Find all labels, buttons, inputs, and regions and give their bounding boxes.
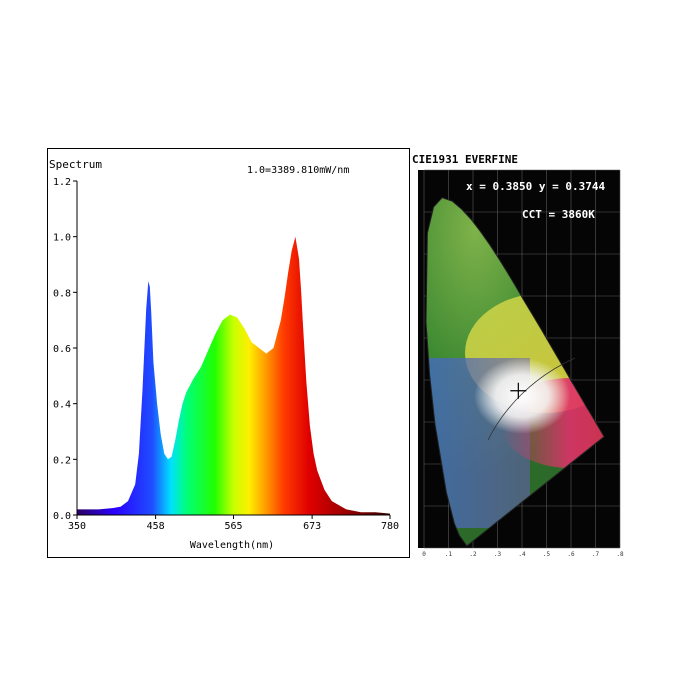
figure: Spectrum 1.0=3389.810mW/nm 350 458 565 673 7… — [47, 148, 627, 558]
spectrum-x-tick-label: 673 — [303, 521, 321, 532]
cie-x-tick-label: .3 — [494, 551, 502, 558]
cie-cct-annotation: CCT = 3860K — [522, 208, 595, 221]
cie-x-tick-label: .4 — [518, 551, 526, 558]
spectrum-y-tick-label: 0.8 — [53, 288, 71, 299]
spectrum-y-tick-label: 1.2 — [53, 177, 71, 188]
cie-x-tick-label: 0 — [422, 551, 426, 558]
spectrum-y-ticks: 0.0 0.2 0.4 0.6 0.8 1.0 1.2 — [53, 177, 77, 522]
cie-x-tick-label: .1 — [445, 551, 453, 558]
spectrum-chart: Spectrum 1.0=3389.810mW/nm 350 458 565 673 7… — [47, 148, 410, 558]
cie-x-tick-label: .5 — [543, 551, 551, 558]
cie-chromaticity-chart: CIE1931 EVERFINE x = 0.3850 y = 0.3744 C… — [410, 148, 627, 558]
spectrum-x-tick-label: 350 — [68, 521, 86, 532]
planckian-locus — [487, 357, 576, 441]
spectrum-x-tick-label: 458 — [147, 521, 165, 532]
spectrum-y-tick-label: 0.2 — [53, 455, 71, 466]
cie-x-tick-label: .2 — [469, 551, 477, 558]
cie-x-ticks: 0 .1 .2 .3 .4 .5 .6 .7 .8 — [422, 551, 624, 558]
spectrum-title: Spectrum — [49, 158, 102, 171]
spectrum-x-tick-label: 565 — [224, 521, 242, 532]
spectrum-y-tick-label: 1.0 — [53, 233, 71, 244]
spectrum-y-tick-label: 0.0 — [53, 511, 71, 522]
spectrum-y-tick-label: 0.4 — [53, 400, 71, 411]
cie-xy-annotation: x = 0.3850 y = 0.3744 — [466, 180, 605, 193]
cie-title: CIE1931 EVERFINE — [412, 153, 518, 166]
cie-x-tick-label: .7 — [592, 551, 600, 558]
cie-x-tick-label: .6 — [567, 551, 575, 558]
spectral-locus — [425, 197, 605, 547]
spectrum-x-axis-label: Wavelength(nm) — [190, 540, 274, 551]
spectrum-y-tick-label: 0.6 — [53, 344, 71, 355]
spectrum-area — [77, 236, 390, 515]
chromaticity-point-marker — [510, 382, 527, 399]
cie-x-tick-label: .8 — [616, 551, 624, 558]
spectrum-x-ticks: 350 458 565 673 780 — [68, 515, 399, 532]
cie-title-background — [410, 148, 518, 168]
spectrum-x-tick-label: 780 — [381, 521, 399, 532]
spectrum-scale-note: 1.0=3389.810mW/nm — [247, 165, 349, 176]
